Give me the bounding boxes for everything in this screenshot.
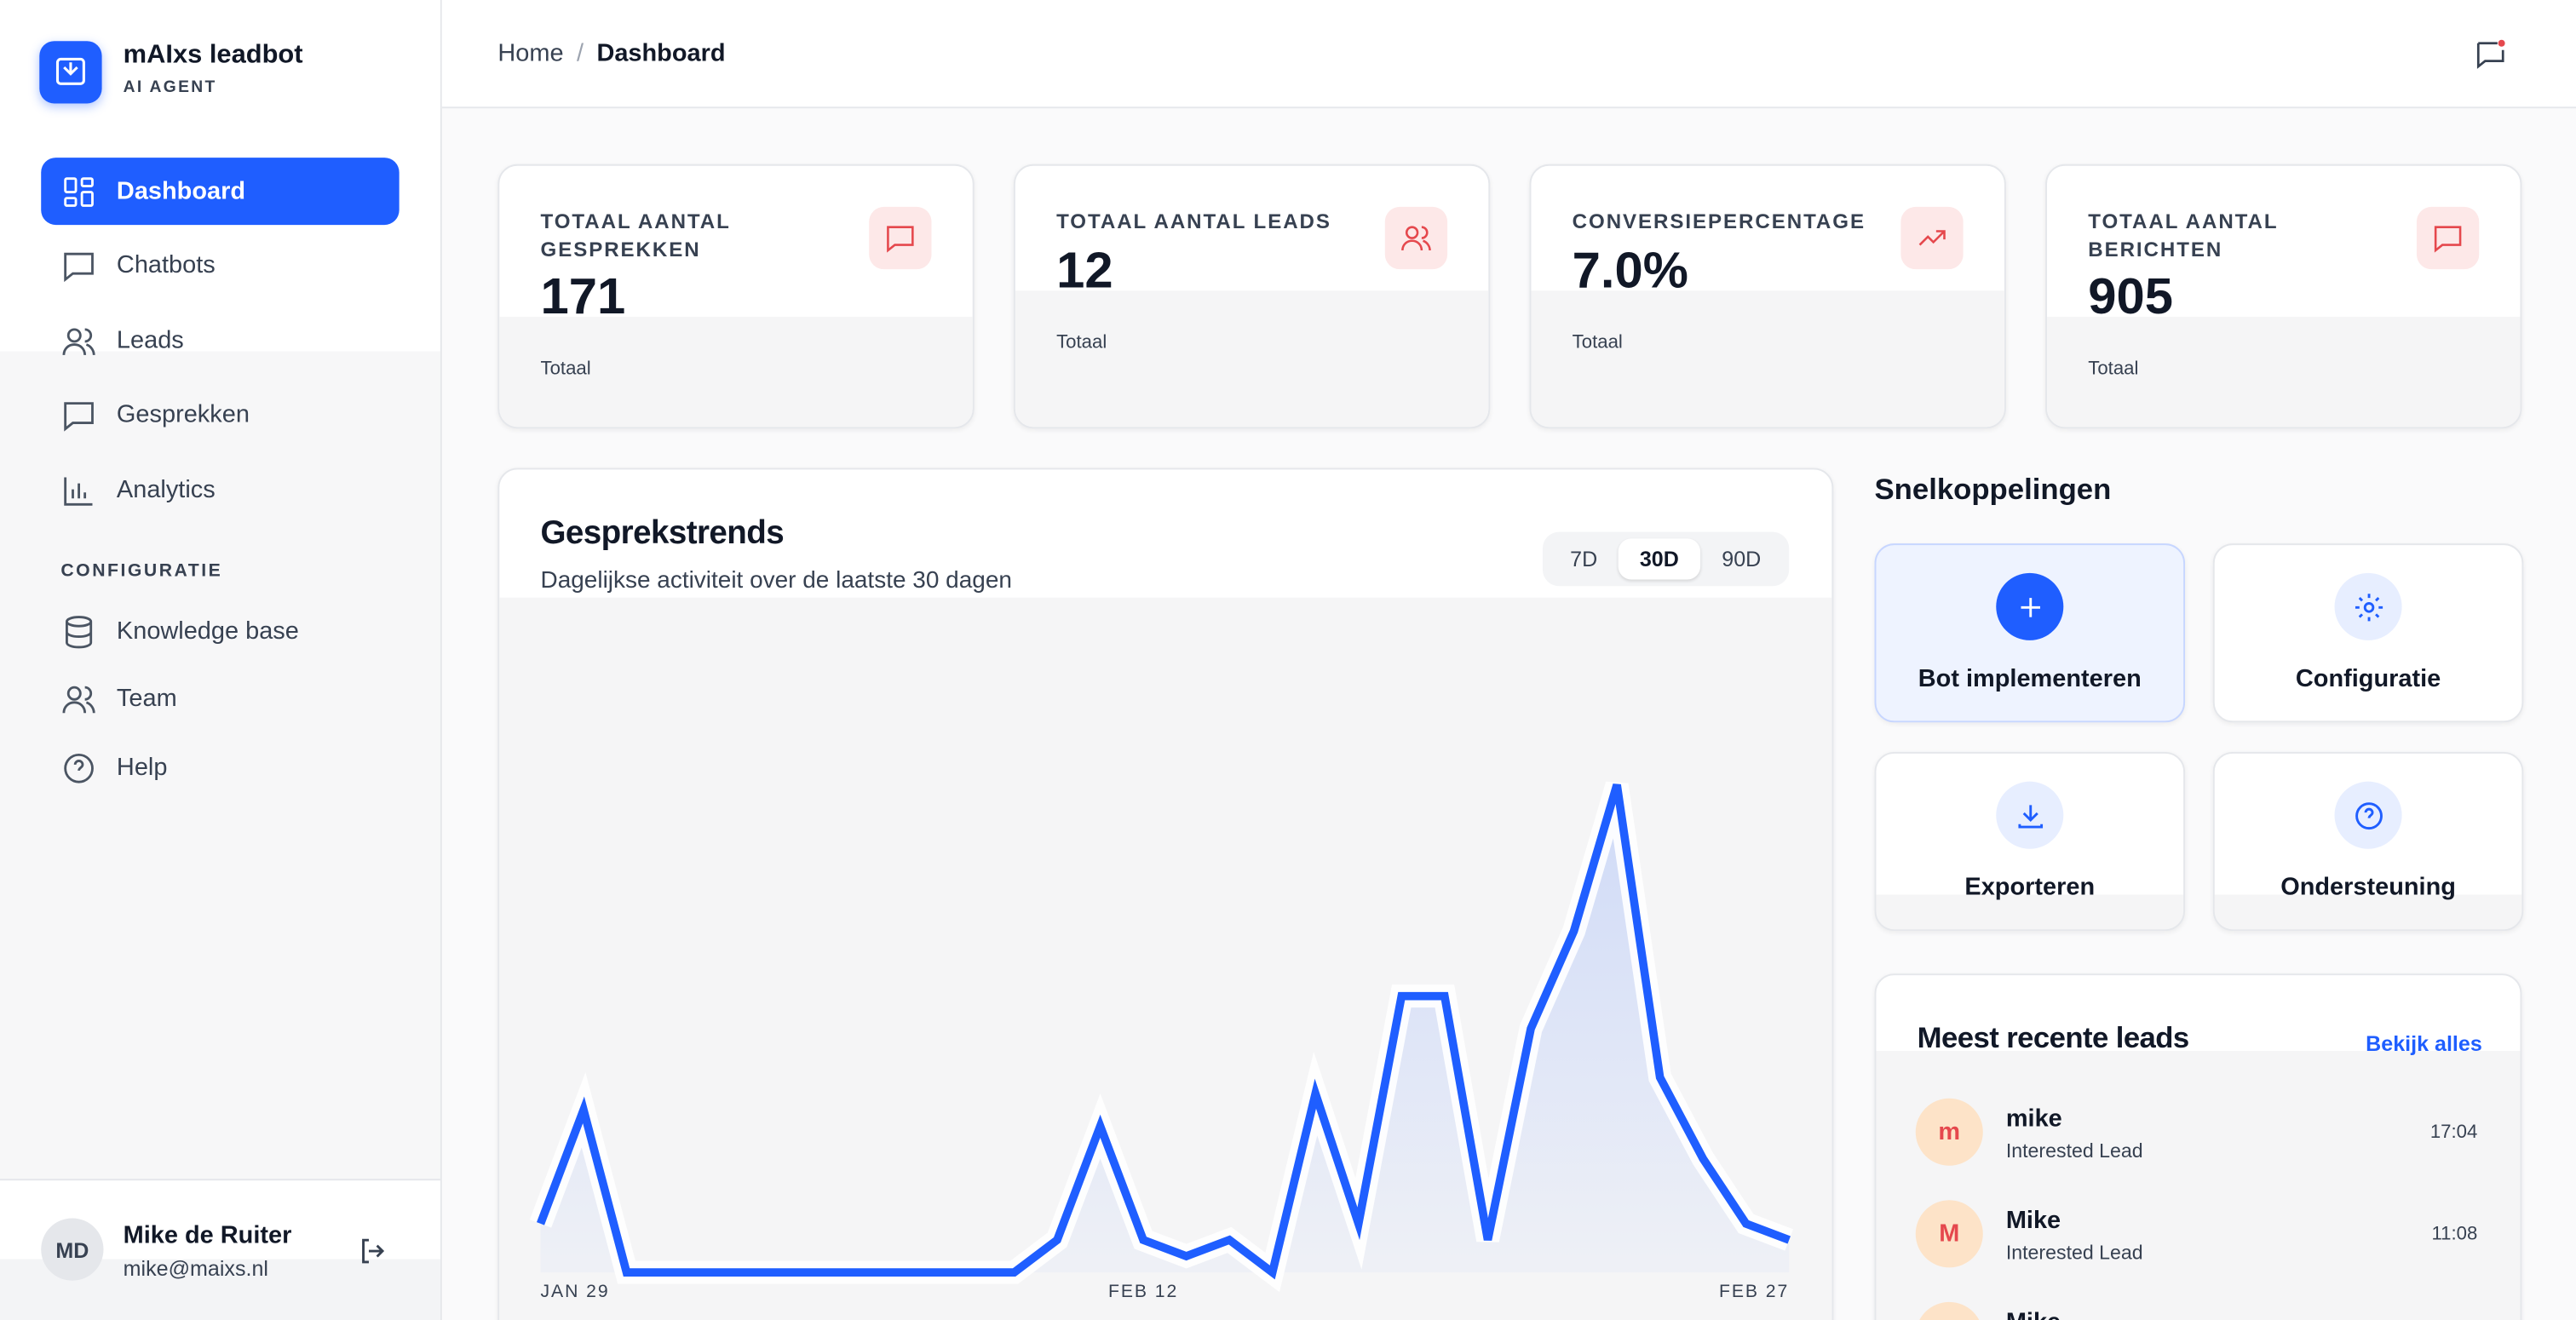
lead-name[interactable]: mike xyxy=(2005,1105,2062,1133)
quick-link-label: Ondersteuning xyxy=(2280,873,2456,902)
stat-value: 905 xyxy=(2088,267,2174,325)
quick-link-label: Configuratie xyxy=(2295,664,2441,693)
chart-title: Gesprekstrends xyxy=(540,515,785,552)
nav-label: Knowledge base xyxy=(116,617,299,646)
stat-note: Totaal xyxy=(2088,359,2139,380)
stat-icon xyxy=(2416,206,2480,270)
header xyxy=(441,0,2576,109)
nav-item[interactable]: Gesprekken xyxy=(41,381,399,448)
user-avatar: MD xyxy=(41,1218,104,1281)
lead-time: 17:04 xyxy=(2429,1122,2478,1143)
line xyxy=(536,783,1791,1280)
stat-label: CONVERSIEPERCENTAGE xyxy=(1572,209,1866,233)
nav-item[interactable]: Dashboard xyxy=(41,158,400,226)
stat-icon xyxy=(1900,206,1964,270)
card-shade xyxy=(499,317,973,428)
stat-card: TOTAAL AANTAL GESPREKKEN 171 Totaal xyxy=(497,164,975,429)
range-option[interactable]: 30D xyxy=(1618,538,1701,580)
nav-label: Dashboard xyxy=(116,177,246,205)
brand-name: mAIxs leadbot xyxy=(123,41,303,69)
nav-label: Help xyxy=(116,753,168,782)
breadcrumb-item[interactable]: Home xyxy=(497,39,564,68)
nav-item[interactable]: Help xyxy=(41,734,399,801)
stat-card: TOTAAL AANTAL BERICHTEN 905 Totaal xyxy=(2045,164,2522,429)
leads-card xyxy=(1874,973,2522,1320)
range-option[interactable]: 7D xyxy=(1570,546,1598,571)
nav-label: Team xyxy=(116,684,177,713)
nav-item[interactable]: Team xyxy=(41,665,399,732)
nav-label: Gesprekken xyxy=(116,400,250,429)
breadcrumb: Home / Dashboard xyxy=(497,39,726,68)
user-email: mike@maixs.nl xyxy=(123,1255,268,1281)
nav-section: CONFIGURATIE xyxy=(60,561,223,582)
stat-card: CONVERSIEPERCENTAGE 7.0% Totaal xyxy=(1529,164,2006,429)
stat-label: TOTAAL AANTAL BERICHTEN xyxy=(2088,209,2279,261)
stat-note: Totaal xyxy=(1056,333,1107,353)
quick-link[interactable]: Exporteren xyxy=(1874,751,2186,932)
quick-link[interactable]: Ondersteuning xyxy=(2212,751,2524,932)
card-shade xyxy=(1531,290,2004,428)
stat-label: TOTAAL AANTAL GESPREKKEN xyxy=(540,209,731,261)
chart-subtitle: Dagelijkse activiteit over de laatste 30… xyxy=(540,568,1012,594)
breadcrumb-current: Dashboard xyxy=(596,39,726,68)
nav-item[interactable]: Chatbots xyxy=(41,232,399,299)
leads-title: Meest recente leads xyxy=(1917,1021,2190,1054)
x-tick-label: JAN 29 xyxy=(541,1282,610,1301)
lead-avatar: m xyxy=(1915,1098,1983,1166)
notifications-button[interactable] xyxy=(2474,37,2507,71)
lead-avatar: M xyxy=(1915,1301,1983,1320)
lead-avatar: M xyxy=(1915,1200,1983,1268)
stat-value: 7.0% xyxy=(1572,241,1688,299)
card-shade xyxy=(2047,317,2521,428)
quick-link[interactable]: Configuratie xyxy=(2212,543,2524,723)
stat-icon xyxy=(869,206,932,270)
lead-time: 11:08 xyxy=(2431,1225,2478,1245)
nav-label: Analytics xyxy=(116,476,216,504)
stat-card: TOTAAL AANTAL LEADS 12 Totaal xyxy=(1013,164,1491,429)
quick-link-label: Bot implementeren xyxy=(1918,664,2142,693)
stat-value: 171 xyxy=(540,267,626,325)
stat-label: TOTAAL AANTAL LEADS xyxy=(1056,209,1331,233)
nav-item[interactable]: Analytics xyxy=(41,456,399,524)
range-option[interactable]: 90D xyxy=(1722,546,1762,571)
x-tick-label: FEB 27 xyxy=(1719,1282,1789,1301)
nav-item[interactable]: Knowledge base xyxy=(41,598,399,665)
brand-tagline: AI AGENT xyxy=(123,78,217,97)
user-name: Mike de Ruiter xyxy=(123,1221,292,1250)
nav-item[interactable]: Leads xyxy=(41,307,399,375)
lead-status: Interested Lead xyxy=(2005,1241,2143,1265)
quick-link-label: Exporteren xyxy=(1964,873,2096,902)
user-bar xyxy=(0,1179,440,1320)
logout-button[interactable] xyxy=(357,1235,390,1268)
card-shade xyxy=(1015,290,1489,428)
stat-note: Totaal xyxy=(1572,333,1623,353)
nav-label: Chatbots xyxy=(116,250,216,279)
leads-link[interactable]: Bekijk alles xyxy=(2366,1030,2482,1056)
x-tick-label: FEB 12 xyxy=(1108,1282,1178,1301)
stat-note: Totaal xyxy=(540,359,591,380)
lead-status: Interested Lead xyxy=(2005,1139,2143,1162)
nav-label: Leads xyxy=(116,326,184,355)
quick-link[interactable]: Bot implementeren xyxy=(1874,543,2186,723)
stat-value: 12 xyxy=(1056,241,1113,299)
stat-icon xyxy=(1384,206,1448,270)
quick-links-title: Snelkoppelingen xyxy=(1874,473,2112,506)
lead-name[interactable]: Mike xyxy=(2006,1309,2061,1320)
lead-name[interactable]: Mike xyxy=(2005,1207,2061,1235)
logo[interactable] xyxy=(39,41,102,104)
